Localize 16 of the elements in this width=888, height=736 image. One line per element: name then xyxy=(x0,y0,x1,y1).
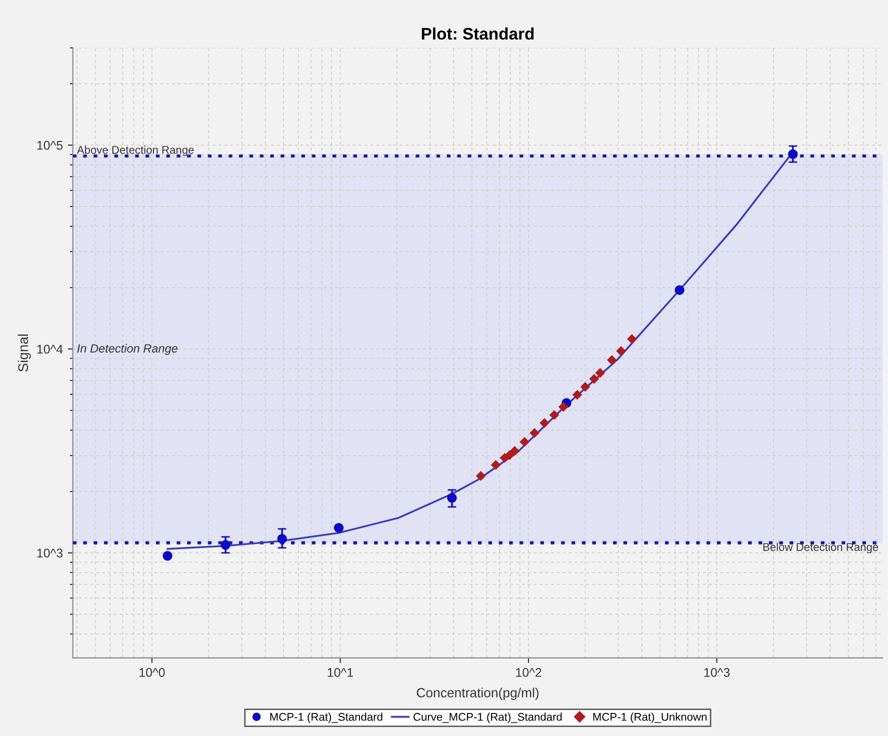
x-tick-label: 10^2 xyxy=(516,668,542,677)
x-tick-label: 10^3 xyxy=(704,668,730,677)
y-tick-label: 10^4 xyxy=(37,344,63,354)
chart-title: Plot: Standard xyxy=(422,27,534,40)
legend-label: Curve_MCP-1 (Rat)_Standard xyxy=(414,712,562,723)
legend-label: MCP-1 (Rat)_Standard xyxy=(270,712,382,723)
y-tick-label: 10^5 xyxy=(37,140,63,150)
ref-line-label: Above Detection Range xyxy=(76,146,194,156)
y-axis-title: Signal xyxy=(18,334,31,372)
y-tick-label: 10^3 xyxy=(37,548,63,558)
band-label: In Detection Range xyxy=(77,344,178,355)
ref-line-label: Below Detection Range xyxy=(763,542,878,554)
x-tick-label: 10^0 xyxy=(140,668,165,677)
x-tick-label: 10^1 xyxy=(328,668,353,677)
legend-label: MCP-1 (Rat)_Unknown xyxy=(593,712,707,723)
x-axis-title: Concentration(pg/ml) xyxy=(416,688,539,700)
